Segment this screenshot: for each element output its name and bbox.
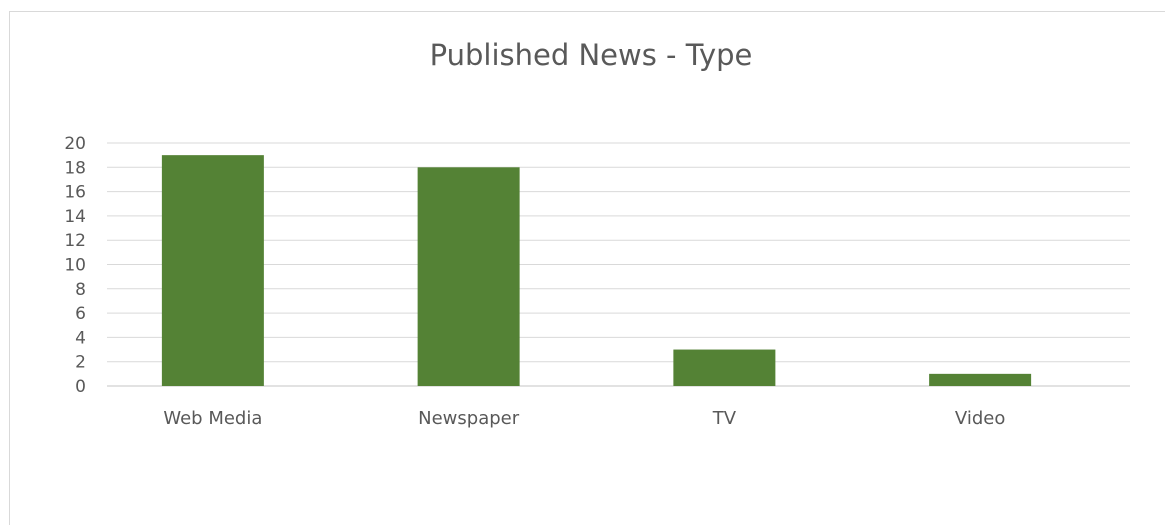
y-axis-ticks: 0 2 4 6 8 10 12 14 16 18 20 — [64, 134, 86, 397]
bars — [161, 155, 1032, 386]
bar-tv — [673, 349, 776, 386]
y-tick-label: 8 — [75, 280, 86, 300]
bar-video — [929, 373, 1032, 386]
bar-newspaper — [417, 167, 520, 386]
x-tick-label: Video — [955, 408, 1005, 429]
chart-title: Published News - Type — [429, 38, 753, 72]
y-tick-label: 12 — [64, 231, 86, 251]
y-tick-label: 10 — [64, 256, 86, 276]
y-tick-label: 6 — [75, 304, 86, 324]
x-axis-ticks: Web Media Newspaper TV Video — [163, 408, 1005, 429]
x-tick-label: TV — [712, 408, 737, 429]
y-tick-label: 20 — [64, 134, 86, 154]
gridlines — [107, 142, 1130, 387]
x-tick-label: Web Media — [163, 408, 262, 429]
y-tick-label: 16 — [64, 183, 86, 203]
y-tick-label: 4 — [75, 328, 86, 348]
y-tick-label: 14 — [64, 207, 86, 227]
y-tick-label: 18 — [64, 158, 86, 178]
y-tick-label: 2 — [75, 353, 86, 373]
y-tick-label: 0 — [75, 377, 86, 397]
x-tick-label: Newspaper — [418, 408, 520, 429]
bar-web-media — [161, 155, 264, 386]
